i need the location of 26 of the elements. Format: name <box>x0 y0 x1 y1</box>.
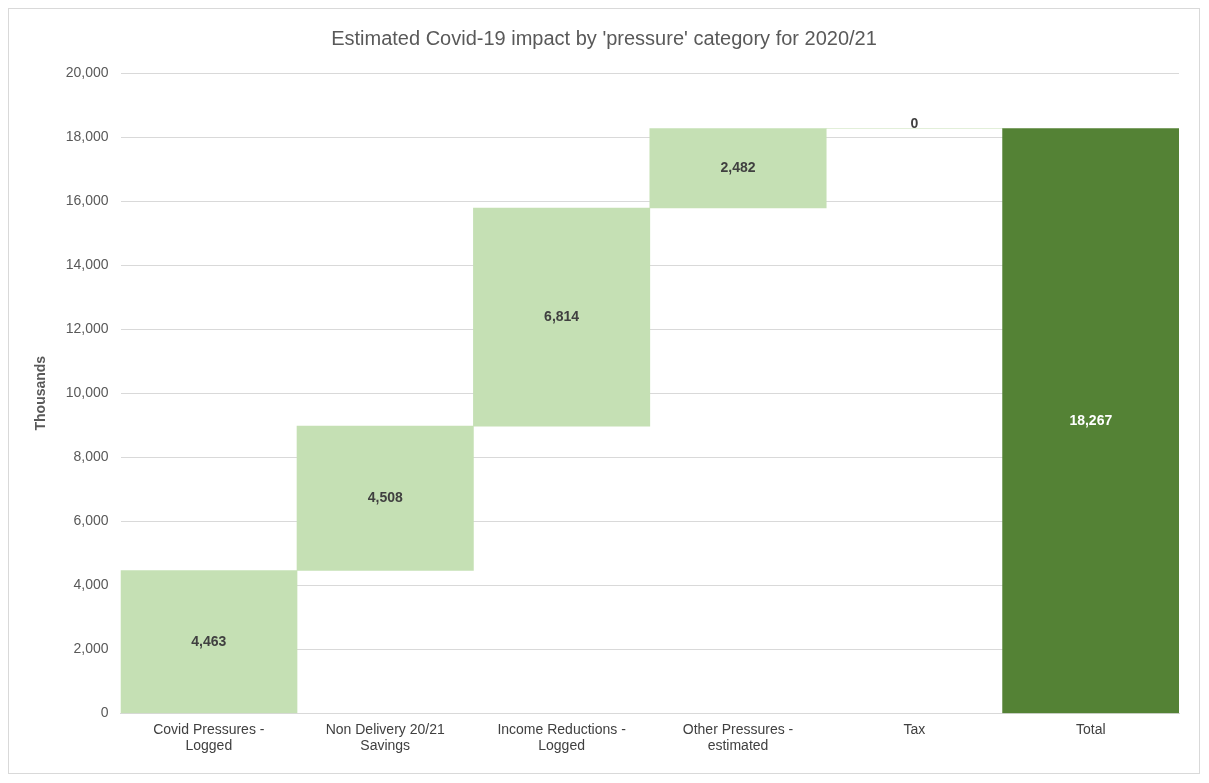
y-tick-label: 0 <box>100 704 109 721</box>
data-label: 4,508 <box>367 489 403 506</box>
y-tick-label: 14,000 <box>65 255 109 272</box>
y-tick-label: 16,000 <box>65 191 109 208</box>
data-label: 4,463 <box>191 632 227 649</box>
x-tick-label: Other Pressures - estimated <box>682 720 794 754</box>
data-label: 0 <box>910 115 919 132</box>
y-tick-label: 8,000 <box>73 448 109 465</box>
x-tick-label: Income Reductions - Logged <box>497 720 627 754</box>
data-label: 6,814 <box>544 307 580 324</box>
x-tick-label: Total <box>1076 720 1106 737</box>
y-tick-label: 18,000 <box>65 127 109 144</box>
y-tick-label: 4,000 <box>73 576 109 593</box>
data-label: 2,482 <box>720 159 756 176</box>
chart-title: Estimated Covid-19 impact by 'pressure' category for 2020/21 <box>331 26 877 49</box>
x-tick-label: Non Delivery 20/21 Savings <box>325 720 445 754</box>
y-tick-label: 6,000 <box>73 512 109 529</box>
data-label: 18,267 <box>1069 411 1113 428</box>
y-tick-label: 20,000 <box>65 63 109 80</box>
x-tick-label: Covid Pressures - Logged <box>153 720 265 754</box>
y-tick-label: 12,000 <box>65 320 109 337</box>
y-tick-label: 10,000 <box>65 384 109 401</box>
bar <box>1002 128 1179 714</box>
y-axis-title: Thousands <box>32 355 49 431</box>
y-tick-label: 2,000 <box>73 640 109 657</box>
x-tick-label: Tax <box>903 720 926 737</box>
